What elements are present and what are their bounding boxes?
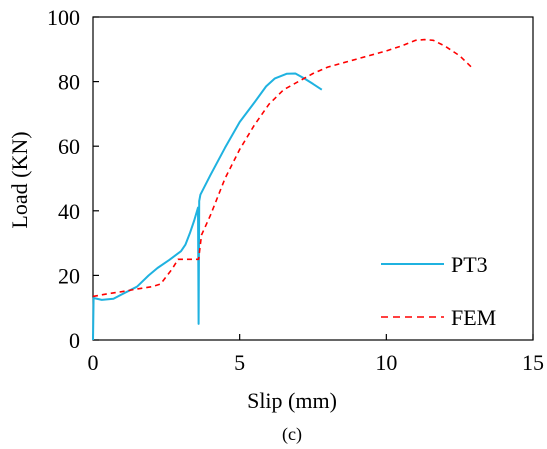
y-tick-label: 80 <box>58 70 80 95</box>
plot-frame <box>92 16 534 341</box>
x-tick-label: 15 <box>522 350 544 375</box>
x-axis-ticks: 0 5 10 15 <box>88 334 544 375</box>
y-tick-label: 20 <box>58 263 80 288</box>
y-tick-label: 40 <box>58 199 80 224</box>
y-tick-label: 100 <box>47 5 80 30</box>
figure-caption: (c) <box>282 424 302 445</box>
x-axis-title: Slip (mm) <box>247 388 337 413</box>
x-tick-label: 0 <box>88 350 99 375</box>
legend-label-fem: FEM <box>451 305 496 330</box>
x-tick-label: 5 <box>234 350 245 375</box>
legend-label-pt3: PT3 <box>451 252 488 277</box>
y-axis-title: Load (KN) <box>7 131 32 228</box>
y-tick-label: 60 <box>58 134 80 159</box>
series-line-fem <box>92 38 472 298</box>
y-axis-ticks: 0 20 40 60 80 100 <box>47 5 99 353</box>
series-layer <box>92 38 472 341</box>
series-line-pt3 <box>92 72 323 341</box>
plot-area <box>92 16 534 341</box>
x-tick-label: 10 <box>375 350 397 375</box>
legend: PT3 FEM <box>381 252 496 330</box>
y-tick-label: 0 <box>69 328 80 353</box>
